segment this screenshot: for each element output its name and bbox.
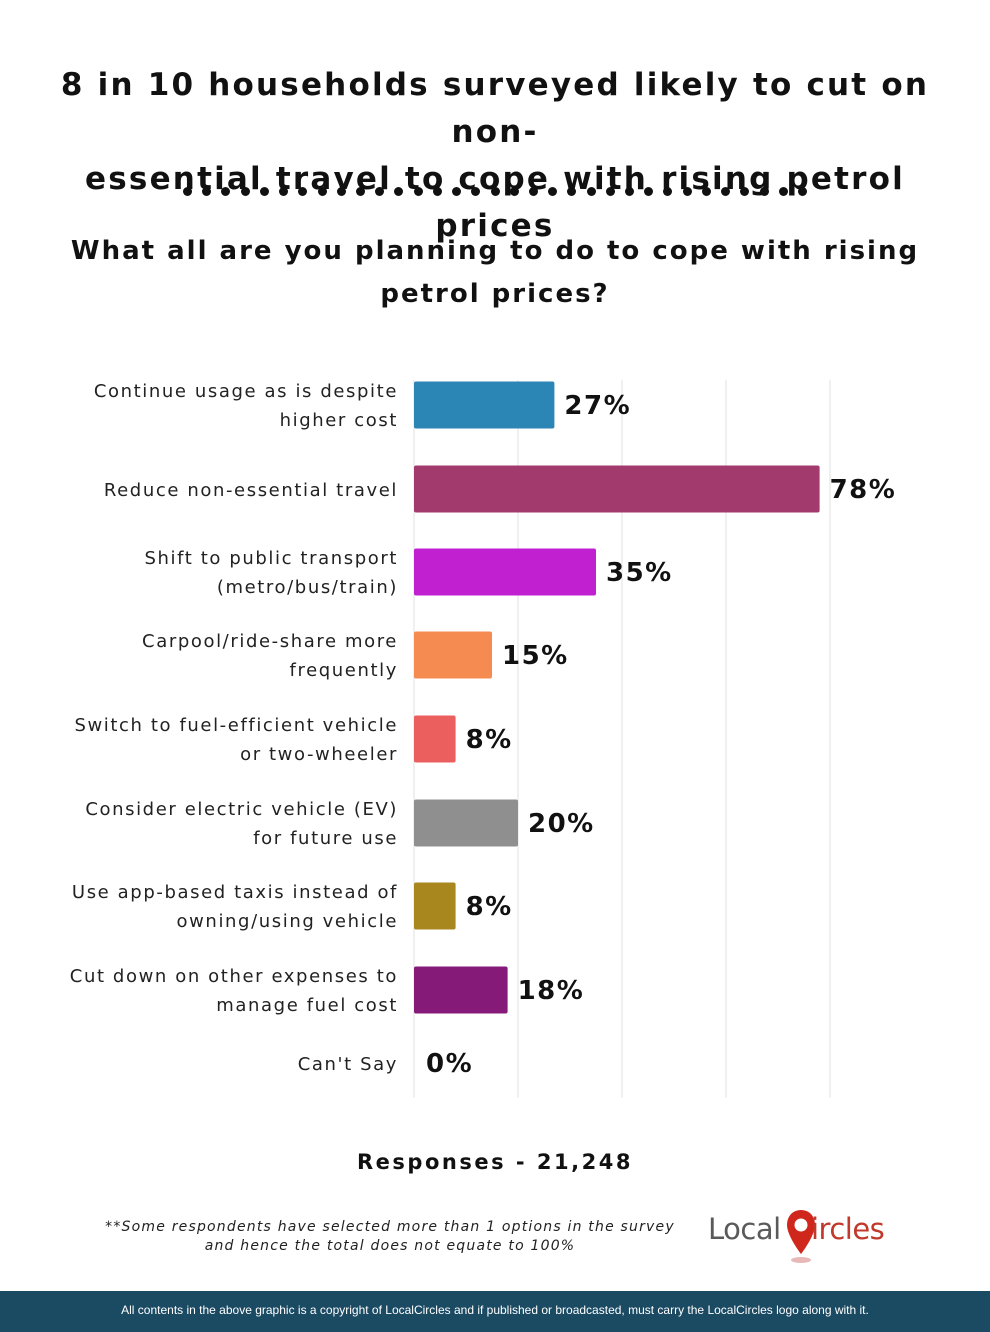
divider-dot [778,186,788,196]
divider-dot [355,186,365,196]
data-label: 8% [466,892,513,922]
logo-text-ircles: ircles [811,1212,885,1246]
divider-dot [721,186,731,196]
data-label: 35% [606,558,673,588]
data-label: 8% [466,725,513,755]
localcircles-logo: Local ircles [708,1206,918,1266]
divider-dot [740,186,750,196]
divider-dot [509,186,519,196]
divider-dot [682,186,692,196]
bar [414,465,820,513]
category-label: Consider electric vehicle (EV) [85,799,398,820]
divider-dot [490,186,500,196]
data-label: 18% [518,976,585,1006]
category-label: owning/using vehicle [177,911,399,932]
footnote: **Some respondents have selected more th… [100,1218,680,1256]
divider-dot [663,186,673,196]
copyright-footer: All contents in the above graphic is a c… [0,1291,990,1332]
footnote-line-1: **Some respondents have selected more th… [105,1219,675,1235]
chart-subtitle-line-2: petrol prices? [380,279,610,309]
data-label: 15% [502,641,569,671]
logo-text-local: Local [708,1212,781,1246]
bar-chart: 27% Continue usage as is despite higher co… [70,380,897,1098]
category-label: Reduce non-essential travel [104,480,398,501]
data-label: 0% [426,1049,473,1079]
category-label: (metro/bus/train) [217,577,398,598]
divider-dot [452,186,462,196]
divider-dot [279,186,289,196]
category-label: Cut down on other expenses to [70,966,398,987]
divider-dot [567,186,577,196]
divider-dot [586,186,596,196]
category-label: Switch to fuel-efficient vehicle [74,715,398,736]
divider-dot [183,186,192,196]
category-label: or two-wheeler [240,744,398,765]
divider-dot [259,186,269,196]
category-label: higher cost [280,410,398,431]
data-label: 78% [830,475,897,505]
divider-dot [336,186,346,196]
responses-count: Responses - 21,248 [357,1150,633,1174]
divider-dot [240,186,250,196]
dotted-divider [183,182,807,200]
bar [414,381,555,429]
divider-dot [432,186,442,196]
divider-dot [394,186,404,196]
divider-dot [701,186,711,196]
divider-dot [528,186,538,196]
divider-dot [202,186,212,196]
divider-dot [298,186,308,196]
data-label: 20% [528,809,595,839]
bar [414,799,518,847]
category-label: Can't Say [298,1054,398,1075]
category-label: manage fuel cost [216,995,398,1016]
bar [414,631,492,679]
divider-dot [221,186,231,196]
divider-dot [375,186,385,196]
category-label: frequently [290,660,398,681]
divider-dot [605,186,615,196]
divider-dot [548,186,558,196]
category-label: Use app-based taxis instead of [72,882,398,903]
footnote-line-2: and hence the total does not equate to 1… [204,1238,576,1254]
location-pin-icon [787,1210,815,1263]
chart-subtitle-line-1: What all are you planning to do to cope … [70,236,920,266]
category-label: Shift to public transport [145,548,398,569]
divider-dot [413,186,423,196]
category-label: Continue usage as is despite [94,381,398,402]
divider-dot [625,186,635,196]
chart-subtitle: What all are you planning to do to cope … [30,230,960,316]
data-label: 27% [564,391,631,421]
category-label: Carpool/ride-share more [142,631,398,652]
divider-dot [759,186,769,196]
divider-dot [798,186,807,196]
bar [414,548,596,596]
divider-dot [644,186,654,196]
category-label: for future use [253,828,398,849]
bar [414,882,456,930]
divider-dot [471,186,481,196]
bar [414,715,456,763]
chart-title-line-1: 8 in 10 households surveyed likely to cu… [60,67,930,150]
bar [414,966,508,1014]
divider-dot [317,186,327,196]
